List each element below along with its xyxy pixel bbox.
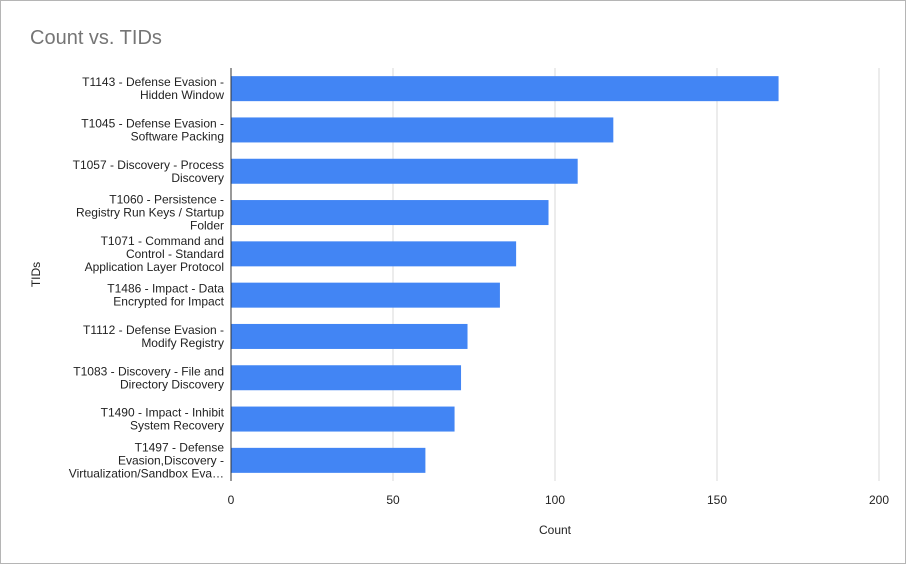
y-tick-label: System Recovery — [130, 419, 224, 433]
y-tick-label: T1071 - Command and — [101, 234, 224, 248]
bar — [231, 282, 500, 308]
bar — [231, 365, 462, 391]
y-tick-label: Evasion,Discovery - — [118, 453, 224, 467]
bar — [231, 158, 578, 184]
y-tick-label: Application Layer Protocol — [85, 260, 224, 274]
y-tick-label: Folder — [190, 219, 224, 233]
y-tick-label: Encrypted for Impact — [113, 295, 224, 309]
bar — [231, 200, 549, 226]
y-tick-label: Control - Standard — [126, 247, 224, 261]
y-tick-label: Directory Discovery — [120, 377, 224, 391]
y-tick-label: Registry Run Keys / Startup — [76, 206, 224, 220]
y-tick-label: T1083 - Discovery - File and — [73, 364, 224, 378]
y-tick-label: T1497 - Defense — [135, 440, 225, 454]
bar — [231, 406, 455, 432]
y-tick-label: Virtualization/Sandbox Eva… — [69, 466, 224, 480]
y-tick-label: T1143 - Defense Evasion - — [82, 75, 224, 89]
y-tick-label: Discovery — [171, 171, 224, 185]
x-tick-label: 200 — [869, 493, 889, 507]
x-tick-label: 100 — [545, 493, 565, 507]
y-tick-label: T1490 - Impact - Inhibit — [101, 406, 225, 420]
y-tick-label: T1112 - Defense Evasion - — [83, 323, 224, 337]
x-tick-label: 50 — [386, 493, 400, 507]
x-axis-title: Count — [539, 523, 572, 537]
bar — [231, 241, 517, 267]
y-tick-label: T1486 - Impact - Data — [107, 282, 224, 296]
y-axis-title: TIDs — [29, 262, 43, 287]
x-tick-label: 150 — [707, 493, 727, 507]
bar — [231, 323, 468, 349]
bar — [231, 447, 426, 473]
y-tick-label: T1045 - Defense Evasion - — [81, 116, 224, 130]
y-tick-label: Modify Registry — [141, 336, 224, 350]
chart-title: Count vs. TIDs — [30, 27, 162, 49]
y-tick-label: Software Packing — [131, 129, 224, 143]
bar — [231, 76, 779, 102]
y-tick-label: Hidden Window — [140, 88, 224, 102]
x-tick-label: 0 — [228, 493, 235, 507]
bar — [231, 117, 614, 143]
y-tick-label: T1057 - Discovery - Process — [73, 158, 224, 172]
y-tick-label: T1060 - Persistence - — [109, 193, 224, 207]
